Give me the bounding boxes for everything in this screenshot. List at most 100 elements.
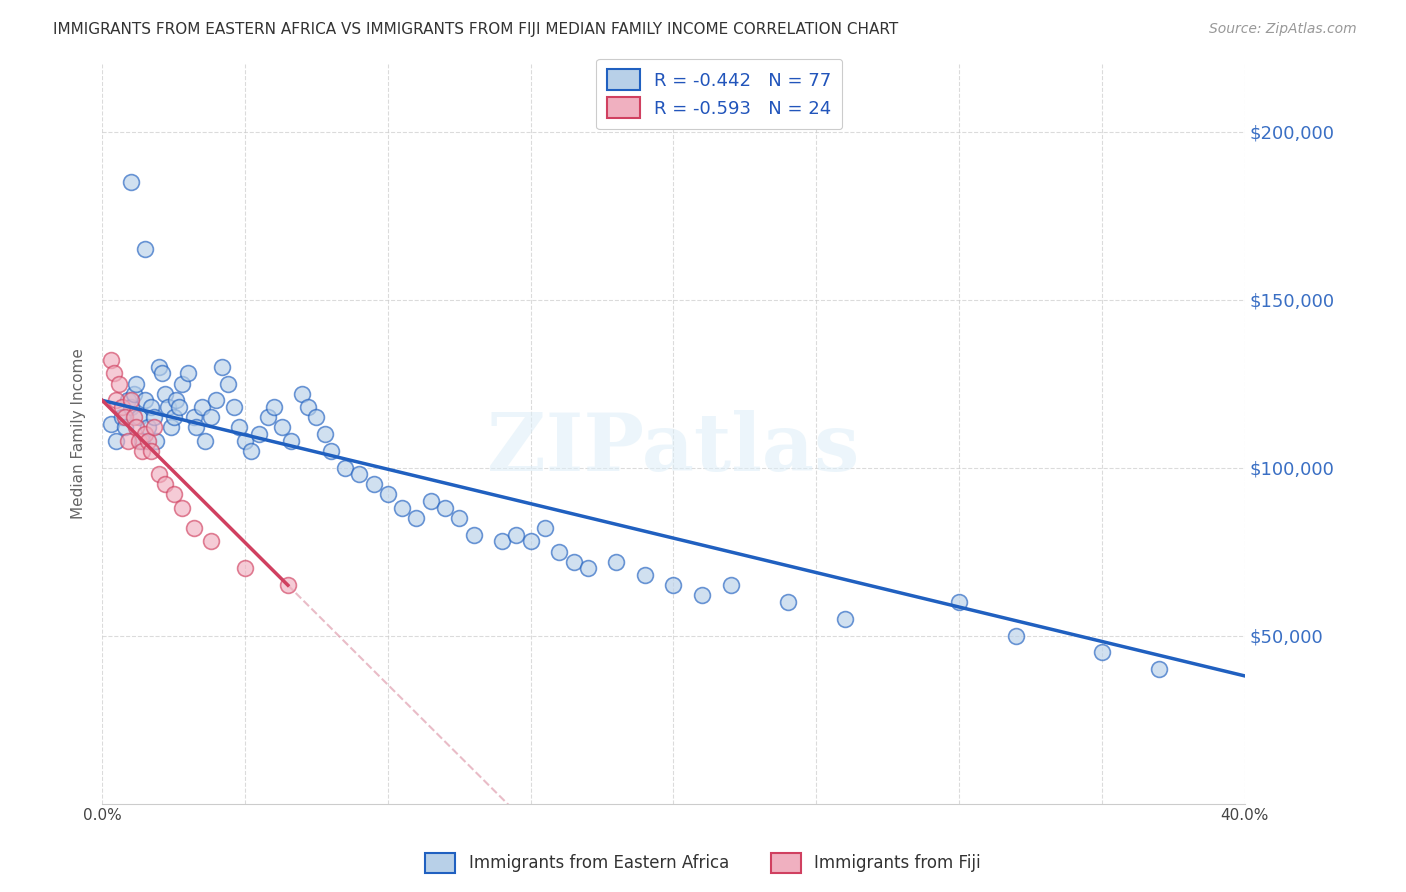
Point bbox=[349, 467, 371, 482]
Point bbox=[125, 376, 148, 391]
Point bbox=[139, 443, 162, 458]
Point bbox=[1091, 645, 1114, 659]
Point bbox=[142, 410, 165, 425]
Point bbox=[233, 434, 256, 448]
Point bbox=[105, 393, 128, 408]
Point bbox=[153, 386, 176, 401]
Point bbox=[662, 578, 685, 592]
Point bbox=[239, 443, 262, 458]
Point bbox=[162, 487, 184, 501]
Point bbox=[319, 443, 342, 458]
Point bbox=[271, 420, 294, 434]
Point bbox=[136, 434, 159, 448]
Point bbox=[519, 534, 541, 549]
Point bbox=[491, 534, 513, 549]
Point bbox=[363, 477, 385, 491]
Point bbox=[134, 242, 156, 256]
Point bbox=[305, 410, 328, 425]
Point bbox=[562, 555, 585, 569]
Point bbox=[297, 400, 319, 414]
Point bbox=[257, 410, 280, 425]
Point bbox=[117, 393, 139, 408]
Text: Source: ZipAtlas.com: Source: ZipAtlas.com bbox=[1209, 22, 1357, 37]
Point bbox=[391, 500, 413, 515]
Point bbox=[128, 410, 150, 425]
Point bbox=[172, 500, 194, 515]
Point bbox=[131, 443, 153, 458]
Point bbox=[377, 487, 399, 501]
Point bbox=[122, 410, 145, 425]
Point bbox=[277, 578, 299, 592]
Point bbox=[120, 175, 142, 189]
Point bbox=[291, 386, 314, 401]
Point bbox=[111, 410, 134, 425]
Point bbox=[150, 367, 173, 381]
Y-axis label: Median Family Income: Median Family Income bbox=[72, 349, 86, 519]
Point bbox=[263, 400, 285, 414]
Point bbox=[166, 393, 188, 408]
Point bbox=[1147, 662, 1170, 676]
Point bbox=[576, 561, 599, 575]
Legend: Immigrants from Eastern Africa, Immigrants from Fiji: Immigrants from Eastern Africa, Immigran… bbox=[419, 847, 987, 880]
Point bbox=[720, 578, 742, 592]
Legend: R = -0.442   N = 77, R = -0.593   N = 24: R = -0.442 N = 77, R = -0.593 N = 24 bbox=[596, 59, 842, 129]
Point bbox=[211, 359, 233, 374]
Point bbox=[156, 400, 179, 414]
Point bbox=[117, 434, 139, 448]
Point bbox=[111, 400, 134, 414]
Point bbox=[172, 376, 194, 391]
Point bbox=[114, 410, 136, 425]
Text: ZIPatlas: ZIPatlas bbox=[488, 409, 859, 488]
Point bbox=[433, 500, 456, 515]
Point bbox=[148, 359, 170, 374]
Point bbox=[136, 420, 159, 434]
Point bbox=[222, 400, 245, 414]
Point bbox=[134, 393, 156, 408]
Point bbox=[605, 555, 627, 569]
Text: IMMIGRANTS FROM EASTERN AFRICA VS IMMIGRANTS FROM FIJI MEDIAN FAMILY INCOME CORR: IMMIGRANTS FROM EASTERN AFRICA VS IMMIGR… bbox=[53, 22, 898, 37]
Point bbox=[183, 410, 205, 425]
Point bbox=[200, 534, 222, 549]
Point bbox=[131, 434, 153, 448]
Point bbox=[148, 467, 170, 482]
Point bbox=[122, 386, 145, 401]
Point bbox=[128, 434, 150, 448]
Point bbox=[194, 434, 217, 448]
Point bbox=[405, 511, 427, 525]
Point bbox=[183, 521, 205, 535]
Point bbox=[690, 588, 713, 602]
Point bbox=[191, 400, 214, 414]
Point bbox=[100, 417, 122, 431]
Point bbox=[177, 367, 200, 381]
Point bbox=[333, 460, 356, 475]
Point bbox=[449, 511, 471, 525]
Point bbox=[280, 434, 302, 448]
Point bbox=[247, 427, 270, 442]
Point bbox=[505, 528, 527, 542]
Point bbox=[114, 420, 136, 434]
Point bbox=[120, 400, 142, 414]
Point bbox=[103, 367, 125, 381]
Point bbox=[314, 427, 336, 442]
Point bbox=[125, 420, 148, 434]
Point bbox=[948, 595, 970, 609]
Point bbox=[776, 595, 799, 609]
Point bbox=[217, 376, 239, 391]
Point bbox=[142, 420, 165, 434]
Point bbox=[233, 561, 256, 575]
Point bbox=[153, 477, 176, 491]
Point bbox=[205, 393, 228, 408]
Point bbox=[228, 420, 250, 434]
Point bbox=[1005, 629, 1028, 643]
Point bbox=[169, 400, 191, 414]
Point bbox=[419, 494, 441, 508]
Point bbox=[186, 420, 208, 434]
Point bbox=[634, 568, 657, 582]
Point bbox=[548, 544, 571, 558]
Point bbox=[834, 612, 856, 626]
Point bbox=[159, 420, 181, 434]
Point bbox=[534, 521, 557, 535]
Point bbox=[108, 376, 131, 391]
Point bbox=[120, 393, 142, 408]
Point bbox=[463, 528, 485, 542]
